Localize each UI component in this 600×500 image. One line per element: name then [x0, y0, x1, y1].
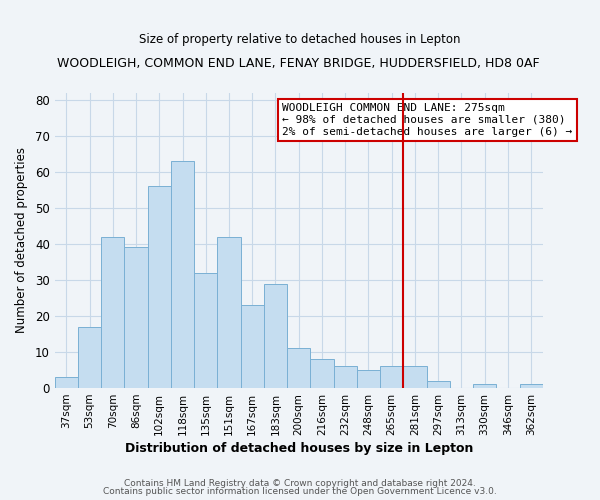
Bar — [55, 378, 78, 388]
Bar — [148, 186, 171, 388]
Bar — [287, 348, 310, 388]
Bar — [310, 359, 334, 388]
Bar — [171, 161, 194, 388]
Text: Size of property relative to detached houses in Lepton: Size of property relative to detached ho… — [139, 32, 461, 46]
Text: Contains HM Land Registry data © Crown copyright and database right 2024.: Contains HM Land Registry data © Crown c… — [124, 478, 476, 488]
Bar — [403, 366, 427, 388]
Bar — [334, 366, 357, 388]
Bar — [264, 284, 287, 388]
Title: WOODLEIGH, COMMON END LANE, FENAY BRIDGE, HUDDERSFIELD, HD8 0AF: WOODLEIGH, COMMON END LANE, FENAY BRIDGE… — [58, 58, 540, 70]
X-axis label: Distribution of detached houses by size in Lepton: Distribution of detached houses by size … — [125, 442, 473, 455]
Bar — [427, 381, 450, 388]
Bar — [101, 236, 124, 388]
Bar — [217, 236, 241, 388]
Bar — [194, 272, 217, 388]
Y-axis label: Number of detached properties: Number of detached properties — [15, 148, 28, 334]
Bar — [241, 305, 264, 388]
Text: Contains public sector information licensed under the Open Government Licence v3: Contains public sector information licen… — [103, 487, 497, 496]
Text: WOODLEIGH COMMON END LANE: 275sqm
← 98% of detached houses are smaller (380)
2% : WOODLEIGH COMMON END LANE: 275sqm ← 98% … — [283, 104, 572, 136]
Bar — [380, 366, 403, 388]
Bar — [124, 248, 148, 388]
Bar — [520, 384, 543, 388]
Bar — [78, 327, 101, 388]
Bar — [357, 370, 380, 388]
Bar — [473, 384, 496, 388]
